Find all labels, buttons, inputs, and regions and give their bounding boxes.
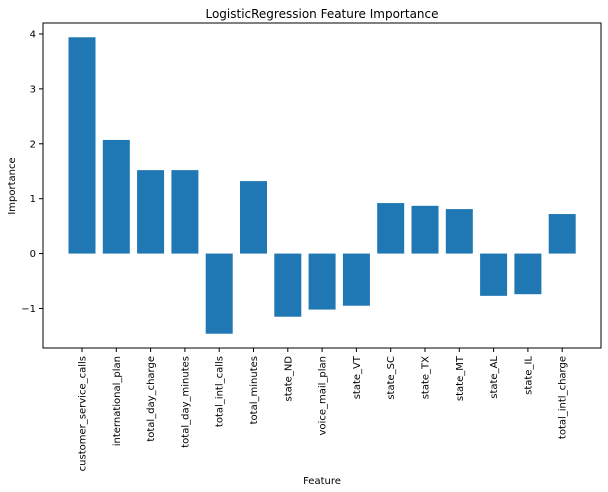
x-tick-label: state_ND xyxy=(283,356,294,402)
bar-voice_mail_plan xyxy=(308,253,336,310)
y-axis-label: Importance xyxy=(7,157,18,214)
bar-state_SC xyxy=(377,203,405,254)
bar-state_MT xyxy=(445,209,473,254)
x-tick-label: total_minutes xyxy=(249,356,260,424)
y-tick-label: 1 xyxy=(30,194,36,205)
chart-title: LogisticRegression Feature Importance xyxy=(205,7,438,21)
x-tick-label: state_SC xyxy=(386,356,397,400)
x-tick-label: total_day_minutes xyxy=(180,356,191,448)
bar-total_minutes xyxy=(240,181,267,254)
bar-state_TX xyxy=(411,205,439,254)
bar-total_intl_calls xyxy=(205,253,233,334)
bar-customer_service_calls xyxy=(68,37,96,254)
x-tick-label: total_intl_calls xyxy=(215,356,226,427)
x-tick-label: state_IL xyxy=(523,356,534,395)
bar-state_IL xyxy=(514,253,542,295)
x-tick-label: state_VT xyxy=(352,355,363,399)
y-tick-label: −1 xyxy=(21,304,36,315)
x-tick-label: state_MT xyxy=(455,355,466,401)
bars xyxy=(68,37,576,334)
x-axis-ticks: customer_service_calls international_plan… xyxy=(78,348,569,471)
x-axis-label: Feature xyxy=(303,476,341,487)
bar-state_AL xyxy=(480,253,508,296)
x-tick-label: total_intl_charge xyxy=(558,356,569,439)
x-tick-label: international_plan xyxy=(112,356,123,446)
y-tick-label: 3 xyxy=(30,84,36,95)
x-tick-label: voice_mail_plan xyxy=(318,356,329,435)
bar-total_day_minutes xyxy=(171,170,199,254)
y-axis-ticks: −1 0 1 2 3 4 xyxy=(21,29,43,315)
bar-state_ND xyxy=(274,253,302,317)
y-tick-label: 4 xyxy=(30,29,36,40)
x-tick-label: state_AL xyxy=(489,356,500,399)
y-tick-label: 0 xyxy=(30,249,36,260)
bar-state_VT xyxy=(342,253,370,306)
y-tick-label: 2 xyxy=(30,139,36,150)
bar-international_plan xyxy=(102,139,130,254)
bar-total_intl_charge xyxy=(548,214,576,254)
x-tick-label: state_TX xyxy=(421,356,432,399)
x-tick-label: total_day_charge xyxy=(146,356,157,442)
x-tick-label: customer_service_calls xyxy=(78,356,89,471)
bar-total_day_charge xyxy=(137,170,165,254)
plot-frame xyxy=(42,22,602,349)
